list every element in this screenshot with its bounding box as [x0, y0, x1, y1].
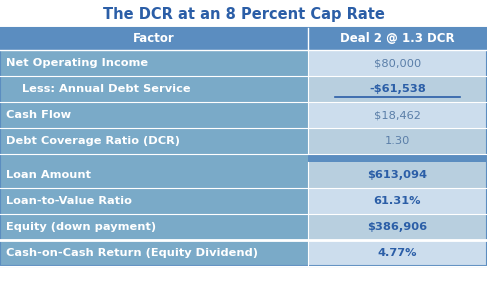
Text: -$61,538: -$61,538: [369, 84, 426, 94]
Bar: [0, 214, 308, 240]
Bar: [308, 128, 487, 154]
Bar: [308, 102, 487, 128]
Text: 61.31%: 61.31%: [374, 196, 421, 206]
Text: Equity (down payment): Equity (down payment): [6, 222, 156, 232]
Bar: [0, 28, 487, 50]
Text: $613,094: $613,094: [367, 170, 428, 180]
Bar: [0, 102, 308, 128]
Text: 4.77%: 4.77%: [377, 248, 417, 258]
Bar: [0, 76, 308, 102]
Bar: [0, 50, 308, 76]
Bar: [0, 188, 308, 214]
Text: The DCR at an 8 Percent Cap Rate: The DCR at an 8 Percent Cap Rate: [103, 7, 384, 21]
Text: Cash-on-Cash Return (Equity Dividend): Cash-on-Cash Return (Equity Dividend): [6, 248, 258, 258]
Bar: [0, 28, 487, 266]
Text: $80,000: $80,000: [374, 58, 421, 68]
Text: Factor: Factor: [133, 33, 175, 45]
Bar: [308, 188, 487, 214]
Text: Deal 2 @ 1.3 DCR: Deal 2 @ 1.3 DCR: [340, 33, 455, 45]
Bar: [0, 240, 308, 266]
Text: Net Operating Income: Net Operating Income: [6, 58, 148, 68]
Text: $386,906: $386,906: [367, 222, 428, 232]
Bar: [308, 214, 487, 240]
Text: $18,462: $18,462: [374, 110, 421, 120]
Bar: [0, 154, 308, 162]
Bar: [308, 162, 487, 188]
Text: Cash Flow: Cash Flow: [6, 110, 71, 120]
Bar: [308, 240, 487, 266]
Text: Loan-to-Value Ratio: Loan-to-Value Ratio: [6, 196, 132, 206]
Text: Less: Annual Debt Service: Less: Annual Debt Service: [6, 84, 190, 94]
Text: Debt Coverage Ratio (DCR): Debt Coverage Ratio (DCR): [6, 136, 180, 146]
Text: 1.30: 1.30: [385, 136, 410, 146]
Bar: [0, 128, 308, 154]
Bar: [0, 162, 308, 188]
Bar: [308, 76, 487, 102]
Bar: [308, 50, 487, 76]
Bar: [308, 154, 487, 162]
Text: Loan Amount: Loan Amount: [6, 170, 91, 180]
